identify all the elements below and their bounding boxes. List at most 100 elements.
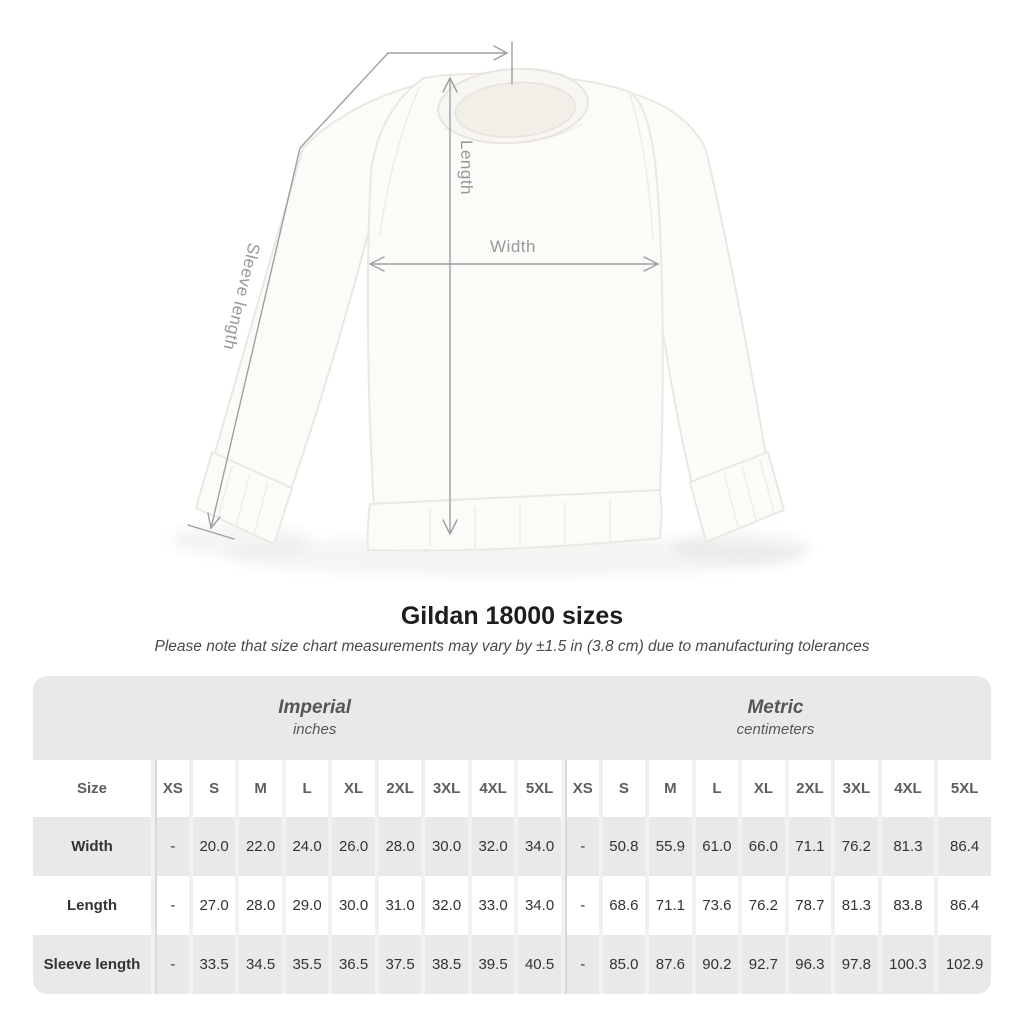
row-label: Sleeve length	[33, 935, 151, 994]
imperial-group-header: Imperial inches	[278, 697, 351, 739]
length-measure-label: Length	[457, 140, 476, 195]
page-title: Gildan 18000 sizes	[400, 602, 624, 630]
imperial-unit-label: inches	[292, 721, 337, 738]
cell: 86.4	[938, 817, 991, 876]
width-measure-label: Width	[490, 237, 536, 256]
cell: 83.8	[881, 876, 935, 935]
arrowhead-cuff	[207, 512, 221, 530]
cell: 38.5	[425, 935, 468, 994]
cell: 85.0	[602, 935, 646, 994]
cell: 71.1	[649, 876, 692, 935]
cuff-tick	[187, 524, 235, 540]
column-header: 5XL	[518, 760, 561, 817]
column-header: S	[192, 760, 236, 817]
cell: -	[564, 876, 599, 935]
cell: 20.0	[192, 817, 236, 876]
metric-group-header: Metric centimeters	[737, 697, 815, 739]
cell: -	[564, 935, 599, 994]
sweatshirt-collar	[437, 67, 589, 145]
cell: 30.0	[332, 876, 375, 935]
cell: 76.2	[742, 876, 785, 935]
sweatshirt-right-cuff	[689, 451, 785, 543]
sleeve-length-row: Sleeve length - 33.5 34.5 35.5 36.5 37.5…	[33, 935, 991, 994]
cell: 39.5	[471, 935, 515, 994]
cell: 22.0	[239, 817, 282, 876]
cell: 30.0	[425, 817, 468, 876]
metric-unit-label: centimeters	[736, 721, 815, 738]
column-header: L	[695, 760, 739, 817]
imperial-label: Imperial	[278, 697, 352, 718]
column-header: XS	[564, 760, 599, 817]
cell: 92.7	[742, 935, 785, 994]
cell: 34.0	[518, 817, 561, 876]
cell: 28.0	[378, 817, 422, 876]
cell: 73.6	[695, 876, 739, 935]
column-header: S	[602, 760, 646, 817]
cell: 31.0	[378, 876, 422, 935]
cell: 90.2	[695, 935, 739, 994]
arrowhead-down	[442, 519, 458, 536]
arrowhead-right	[643, 256, 660, 272]
cell: 26.0	[332, 817, 375, 876]
rib-lines	[217, 459, 775, 549]
length-row: Length - 27.0 28.0 29.0 30.0 31.0 32.0 3…	[33, 876, 991, 935]
width-measure-line	[368, 256, 660, 272]
cell: 35.5	[285, 935, 329, 994]
cell: 96.3	[788, 935, 832, 994]
cell: -	[564, 817, 599, 876]
cell: 102.9	[938, 935, 991, 994]
cell: 50.8	[602, 817, 646, 876]
cell: -	[155, 935, 189, 994]
cell: 29.0	[285, 876, 329, 935]
cell: 32.0	[471, 817, 515, 876]
size-table-wrap: Size XS S M L XL 2XL 3XL 4XL 5XL XS S M …	[33, 760, 991, 994]
sleeve-measure-line	[187, 41, 513, 540]
cell: 40.5	[518, 935, 561, 994]
cell: -	[155, 817, 189, 876]
row-label: Length	[33, 876, 151, 935]
cell: 87.6	[649, 935, 692, 994]
arrowhead-up	[442, 76, 458, 93]
cell: 61.0	[695, 817, 739, 876]
length-measure-line	[442, 76, 458, 536]
cell: 66.0	[742, 817, 785, 876]
column-header: L	[285, 760, 329, 817]
arrowhead-left	[368, 256, 385, 272]
cell: 68.6	[602, 876, 646, 935]
cell: 78.7	[788, 876, 832, 935]
cell: 97.8	[835, 935, 878, 994]
cell: 37.5	[378, 935, 422, 994]
column-header: 3XL	[425, 760, 468, 817]
column-header: M	[239, 760, 282, 817]
column-header: 2XL	[788, 760, 832, 817]
column-header: M	[649, 760, 692, 817]
unit-group-band: Imperial inches Metric centimeters	[33, 676, 991, 760]
cell: -	[155, 876, 189, 935]
column-header: 5XL	[938, 760, 991, 817]
cell: 24.0	[285, 817, 329, 876]
size-corner-header: Size	[33, 760, 151, 817]
cell: 81.3	[835, 876, 878, 935]
column-header: 4XL	[471, 760, 515, 817]
column-header: 3XL	[835, 760, 878, 817]
row-label: Width	[33, 817, 151, 876]
sweatshirt-waistband	[366, 489, 663, 552]
cell: 55.9	[649, 817, 692, 876]
cell: 86.4	[938, 876, 991, 935]
sweatshirt-measurement-diagram: Width Length Sleeve length	[170, 41, 812, 576]
cell: 28.0	[239, 876, 282, 935]
column-header: XS	[155, 760, 189, 817]
column-header: 4XL	[881, 760, 935, 817]
column-header: XL	[742, 760, 785, 817]
arrowhead-right	[493, 45, 509, 61]
cell: 27.0	[192, 876, 236, 935]
sweatshirt	[195, 67, 785, 552]
tolerance-note: Please note that size chart measurements…	[154, 638, 870, 655]
cell: 71.1	[788, 817, 832, 876]
size-chart-card: Imperial inches Metric centimeters Size …	[33, 676, 991, 994]
column-header: 2XL	[378, 760, 422, 817]
metric-label: Metric	[747, 697, 804, 718]
cell: 36.5	[332, 935, 375, 994]
cell: 100.3	[881, 935, 935, 994]
